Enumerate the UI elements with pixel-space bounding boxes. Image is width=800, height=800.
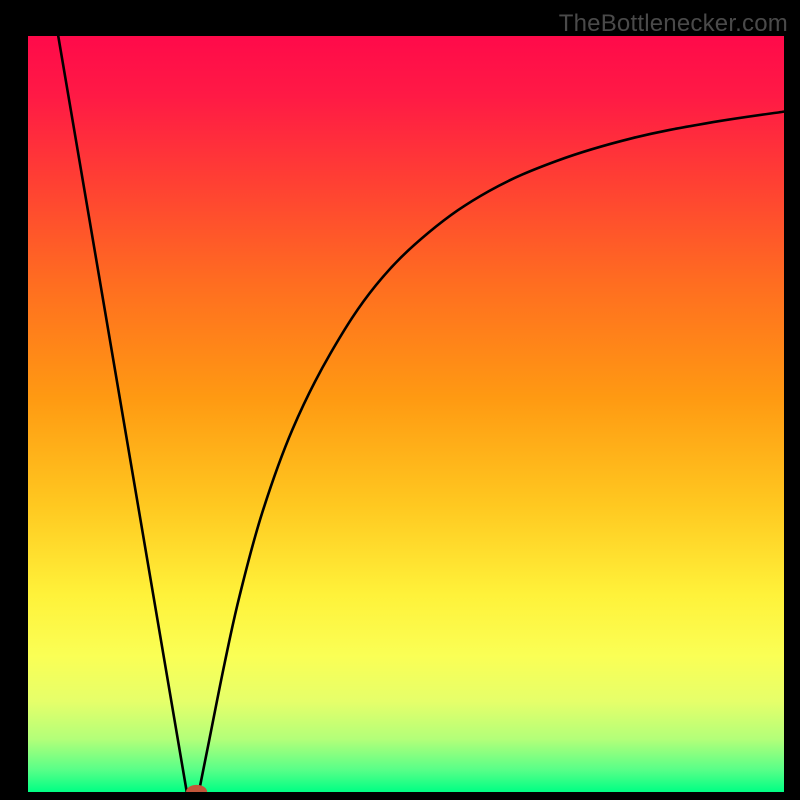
watermark-label: TheBottlenecker.com [559,10,788,38]
plot-area [28,36,784,792]
chart-container: { "watermark": { "text": "TheBottlenecke… [0,0,800,800]
gradient-background [28,36,784,792]
